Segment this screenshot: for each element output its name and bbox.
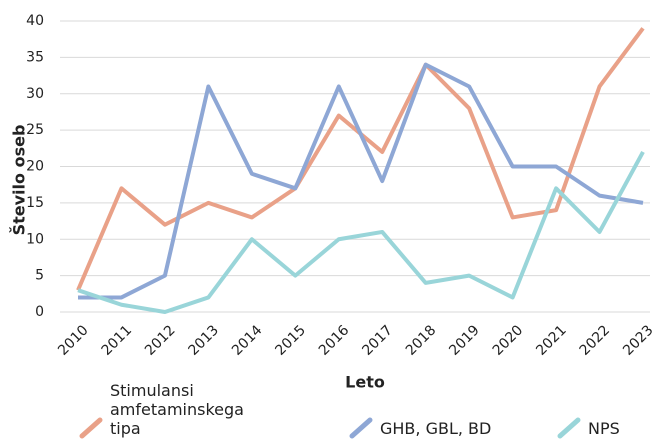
x-tick-label: 2018 [403, 322, 440, 359]
x-tick-label: 2020 [490, 322, 527, 359]
y-tick-label: 25 [26, 122, 44, 138]
y-tick-label: 5 [35, 268, 44, 284]
y-tick-label: 35 [26, 49, 44, 65]
line-series [78, 62, 644, 300]
x-tick-label: 2017 [359, 322, 396, 359]
y-tick-label: 30 [26, 86, 44, 102]
x-tick-label: 2010 [55, 322, 92, 359]
x-tick-label: 2019 [446, 322, 483, 359]
x-tick-label: 2021 [533, 322, 570, 359]
legend-label: NPS [588, 419, 620, 438]
x-tick-label: 2012 [142, 322, 179, 359]
legend-swatch [79, 417, 103, 439]
x-tick-label: 2023 [620, 322, 657, 359]
y-tick-label: 10 [26, 231, 44, 247]
x-tick-label: 2011 [99, 322, 136, 359]
legend-swatch [349, 417, 373, 439]
line-series [77, 150, 645, 314]
y-axis-title: Število oseb [10, 125, 29, 236]
x-tick-label: 2014 [229, 322, 266, 359]
x-tick-label: 2015 [272, 322, 309, 359]
x-tick-label: 2013 [186, 322, 223, 359]
x-axis-title: Leto [345, 373, 385, 392]
y-tick-label: 20 [26, 159, 44, 175]
legend-swatch [557, 417, 581, 439]
line-series [76, 27, 645, 291]
y-tick-label: 0 [35, 304, 44, 320]
y-tick-label: 40 [26, 13, 44, 29]
legend-label: GHB, GBL, BD [380, 419, 492, 438]
x-tick-label: 2016 [316, 322, 353, 359]
x-tick-label: 2022 [577, 322, 614, 359]
y-tick-label: 15 [26, 195, 44, 211]
legend-label: Stimulansi amfetaminskega tipa [110, 381, 244, 438]
